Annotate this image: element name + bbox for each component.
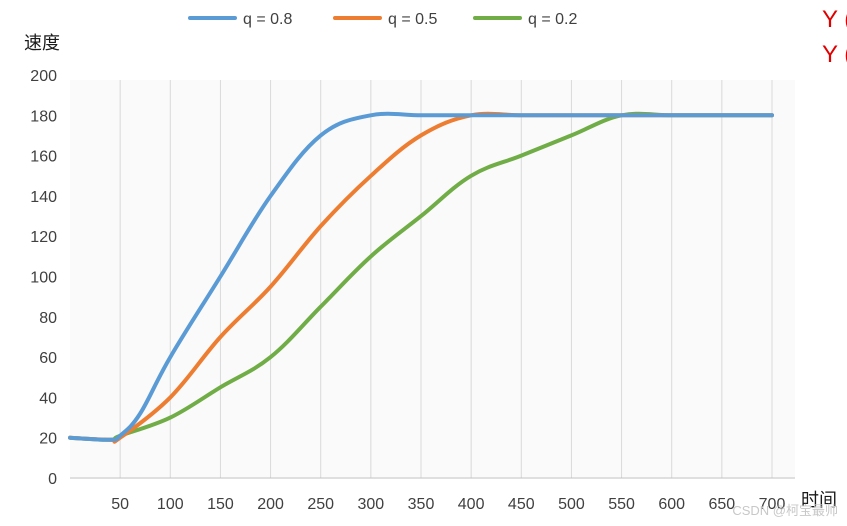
x-tick-label: 400 xyxy=(458,496,485,513)
y-tick-label: 120 xyxy=(30,229,57,246)
y-tick-label: 60 xyxy=(39,350,57,367)
x-tick-label: 50 xyxy=(111,496,129,513)
x-tick-label: 700 xyxy=(759,496,786,513)
x-tick-labels: 50 100 150 200 250 300 350 400 450 500 550 600 650 70… xyxy=(111,496,785,513)
legend-label-q-0-2: q = 0.2 xyxy=(528,11,577,28)
x-tick-label: 200 xyxy=(257,496,284,513)
x-tick-label: 600 xyxy=(658,496,685,513)
x-tick-label: 100 xyxy=(157,496,184,513)
corner-annotation-1: Y ( xyxy=(822,6,847,33)
legend: q = 0.8 q = 0.5 q = 0.2 xyxy=(188,11,577,28)
x-tick-label: 150 xyxy=(207,496,234,513)
x-tick-label: 500 xyxy=(558,496,585,513)
x-tick-label: 450 xyxy=(508,496,535,513)
x-tick-label: 550 xyxy=(608,496,635,513)
y-tick-label: 100 xyxy=(30,270,57,287)
y-tick-label: 140 xyxy=(30,189,57,206)
vertical-grid xyxy=(119,80,773,478)
series-lines xyxy=(68,111,774,444)
y-tick-label: 20 xyxy=(39,431,57,448)
plot-area xyxy=(70,80,795,477)
y-tick-label: 40 xyxy=(39,390,57,407)
x-tick-label: 250 xyxy=(307,496,334,513)
legend-label-q-0-8: q = 0.8 xyxy=(243,11,292,28)
y-tick-labels: 0 20 40 60 80 100 120 140 160 180 200 xyxy=(30,68,57,488)
x-axis-title: 时间 xyxy=(801,490,837,510)
y-tick-label: 80 xyxy=(39,310,57,327)
y-tick-label: 0 xyxy=(48,471,57,488)
y-axis-title: 速度 xyxy=(24,33,60,53)
legend-label-q-0-5: q = 0.5 xyxy=(388,11,437,28)
y-tick-label: 200 xyxy=(30,68,57,85)
watermark: CSDN @柯宝最帅 xyxy=(732,503,838,518)
x-tick-label: 350 xyxy=(408,496,435,513)
x-tick-label: 300 xyxy=(358,496,385,513)
x-tick-label: 650 xyxy=(709,496,736,513)
corner-annotation-2: Y ( xyxy=(822,41,847,68)
series-line-q-0-8 xyxy=(68,111,774,442)
y-tick-label: 180 xyxy=(30,108,57,125)
y-tick-label: 160 xyxy=(30,149,57,166)
